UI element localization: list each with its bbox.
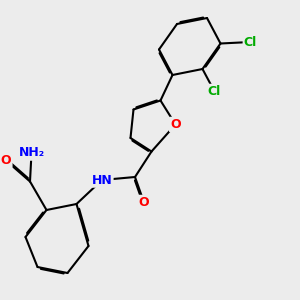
Text: O: O [139, 196, 149, 209]
Text: Cl: Cl [244, 35, 257, 49]
Text: HN: HN [92, 173, 112, 187]
Text: O: O [1, 154, 11, 167]
Text: NH₂: NH₂ [18, 146, 45, 160]
Text: Cl: Cl [208, 85, 221, 98]
Text: O: O [170, 118, 181, 131]
